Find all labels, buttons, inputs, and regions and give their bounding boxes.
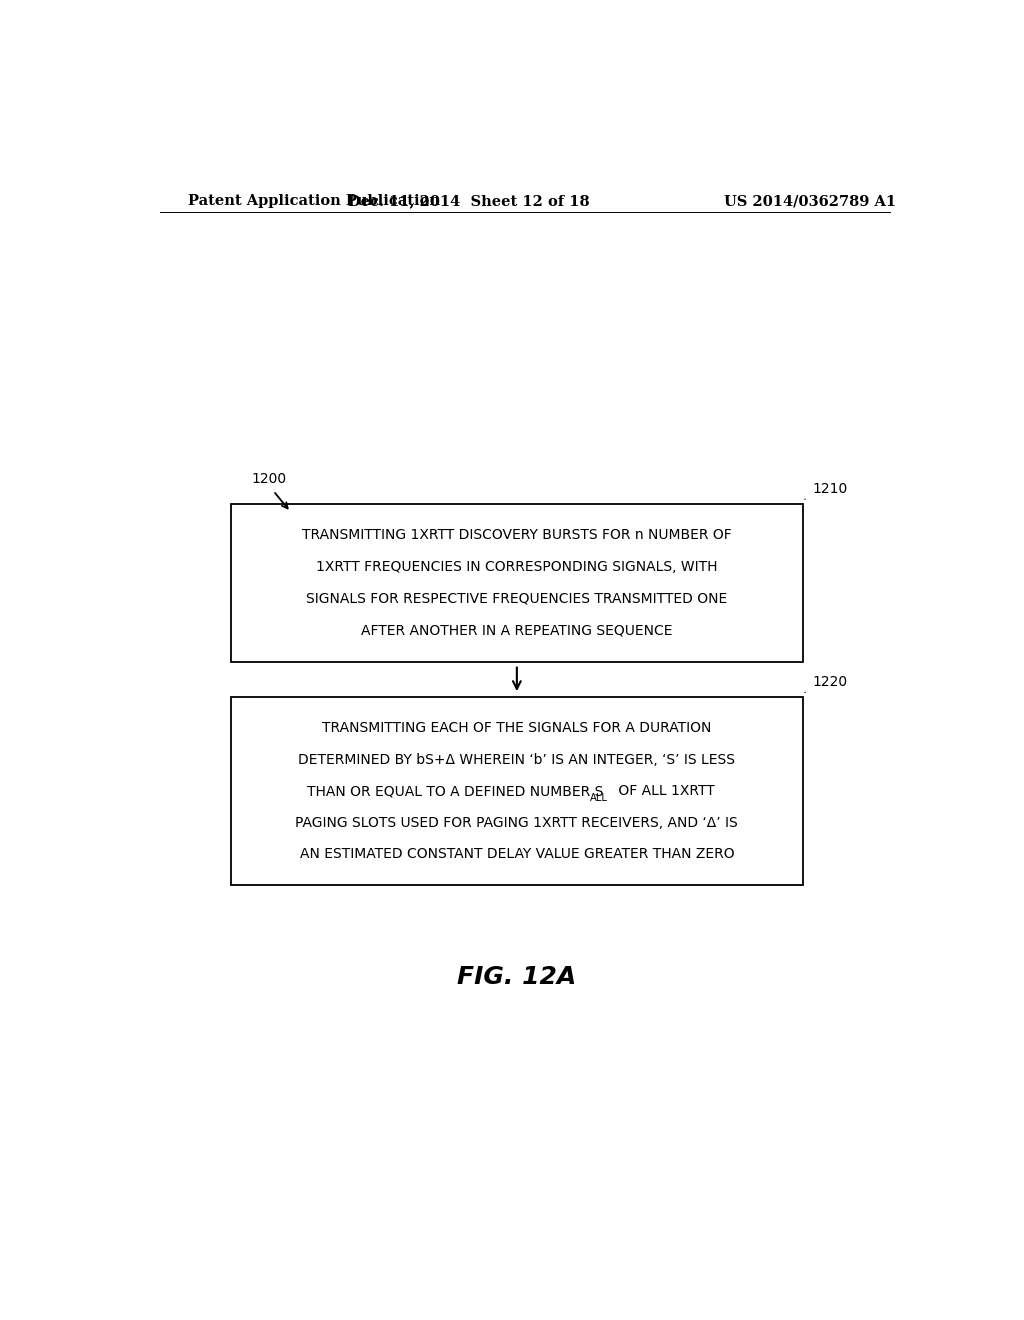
Text: PAGING SLOTS USED FOR PAGING 1XRTT RECEIVERS, AND ‘Δ’ IS: PAGING SLOTS USED FOR PAGING 1XRTT RECEI…: [296, 816, 738, 829]
Text: US 2014/0362789 A1: US 2014/0362789 A1: [724, 194, 897, 209]
Text: 1XRTT FREQUENCIES IN CORRESPONDING SIGNALS, WITH: 1XRTT FREQUENCIES IN CORRESPONDING SIGNA…: [316, 560, 718, 574]
Text: Patent Application Publication: Patent Application Publication: [187, 194, 439, 209]
Text: SIGNALS FOR RESPECTIVE FREQUENCIES TRANSMITTED ONE: SIGNALS FOR RESPECTIVE FREQUENCIES TRANS…: [306, 591, 727, 606]
Text: AN ESTIMATED CONSTANT DELAY VALUE GREATER THAN ZERO: AN ESTIMATED CONSTANT DELAY VALUE GREATE…: [300, 847, 734, 861]
Text: 1220: 1220: [812, 675, 847, 689]
Text: 1210: 1210: [812, 482, 847, 496]
Text: ALL: ALL: [591, 793, 608, 804]
Text: TRANSMITTING EACH OF THE SIGNALS FOR A DURATION: TRANSMITTING EACH OF THE SIGNALS FOR A D…: [323, 721, 712, 735]
Text: 1200: 1200: [251, 471, 286, 486]
Text: FIG. 12A: FIG. 12A: [458, 965, 577, 989]
Text: THAN OR EQUAL TO A DEFINED NUMBER S: THAN OR EQUAL TO A DEFINED NUMBER S: [307, 784, 603, 799]
Text: AFTER ANOTHER IN A REPEATING SEQUENCE: AFTER ANOTHER IN A REPEATING SEQUENCE: [361, 623, 673, 638]
Text: OF ALL 1XRTT: OF ALL 1XRTT: [613, 784, 715, 799]
Text: DETERMINED BY bS+Δ WHEREIN ‘b’ IS AN INTEGER, ‘S’ IS LESS: DETERMINED BY bS+Δ WHEREIN ‘b’ IS AN INT…: [298, 752, 735, 767]
Text: Dec. 11, 2014  Sheet 12 of 18: Dec. 11, 2014 Sheet 12 of 18: [348, 194, 590, 209]
Bar: [231, 697, 803, 886]
Bar: [231, 504, 803, 661]
Text: TRANSMITTING 1XRTT DISCOVERY BURSTS FOR n NUMBER OF: TRANSMITTING 1XRTT DISCOVERY BURSTS FOR …: [302, 528, 732, 543]
